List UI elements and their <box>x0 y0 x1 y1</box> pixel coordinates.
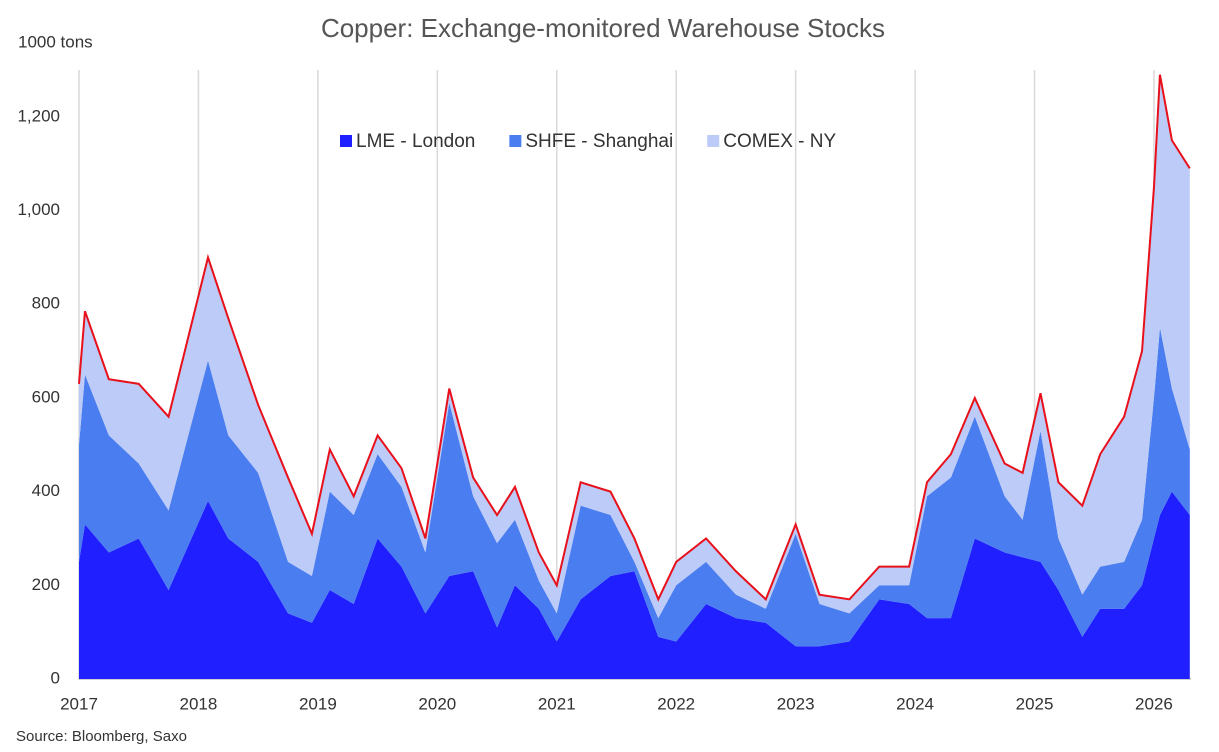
x-tick-label: 2019 <box>299 694 337 713</box>
x-tick-label: 2023 <box>777 694 815 713</box>
legend-swatch <box>340 135 352 147</box>
area <box>79 491 1190 679</box>
area <box>79 74 1190 619</box>
legend-label: LME - London <box>356 131 475 152</box>
x-tick-label: 2026 <box>1135 694 1173 713</box>
chart-title: Copper: Exchange-monitored Warehouse Sto… <box>321 13 885 43</box>
x-tick-label: 2018 <box>180 694 218 713</box>
x-tick-label: 2025 <box>1016 694 1054 713</box>
legend-swatch <box>509 135 522 147</box>
y-tick-label: 600 <box>32 387 60 406</box>
x-tick-label: 2022 <box>657 694 695 713</box>
y-tick-label: 1,200 <box>17 106 60 125</box>
y-tick-label: 1,000 <box>17 200 60 219</box>
y-tick-label: 200 <box>32 575 60 594</box>
legend-label: SHFE - Shanghai <box>525 131 673 152</box>
area <box>79 327 1190 647</box>
y-axis-label: 1000 tons <box>18 32 93 51</box>
x-tick-label: 2024 <box>896 694 934 713</box>
legend-swatch <box>707 135 720 147</box>
source-note: Source: Bloomberg, Saxo <box>16 728 187 745</box>
x-tick-label: 2017 <box>60 694 98 713</box>
total-line <box>78 74 1191 602</box>
x-tick-label: 2020 <box>418 694 456 713</box>
x-tick-label: 2021 <box>538 694 576 713</box>
y-tick-label: 400 <box>32 481 60 500</box>
y-tick-label: 0 <box>51 668 60 687</box>
legend-label: COMEX - NY <box>723 131 836 152</box>
y-tick-label: 800 <box>32 294 60 313</box>
